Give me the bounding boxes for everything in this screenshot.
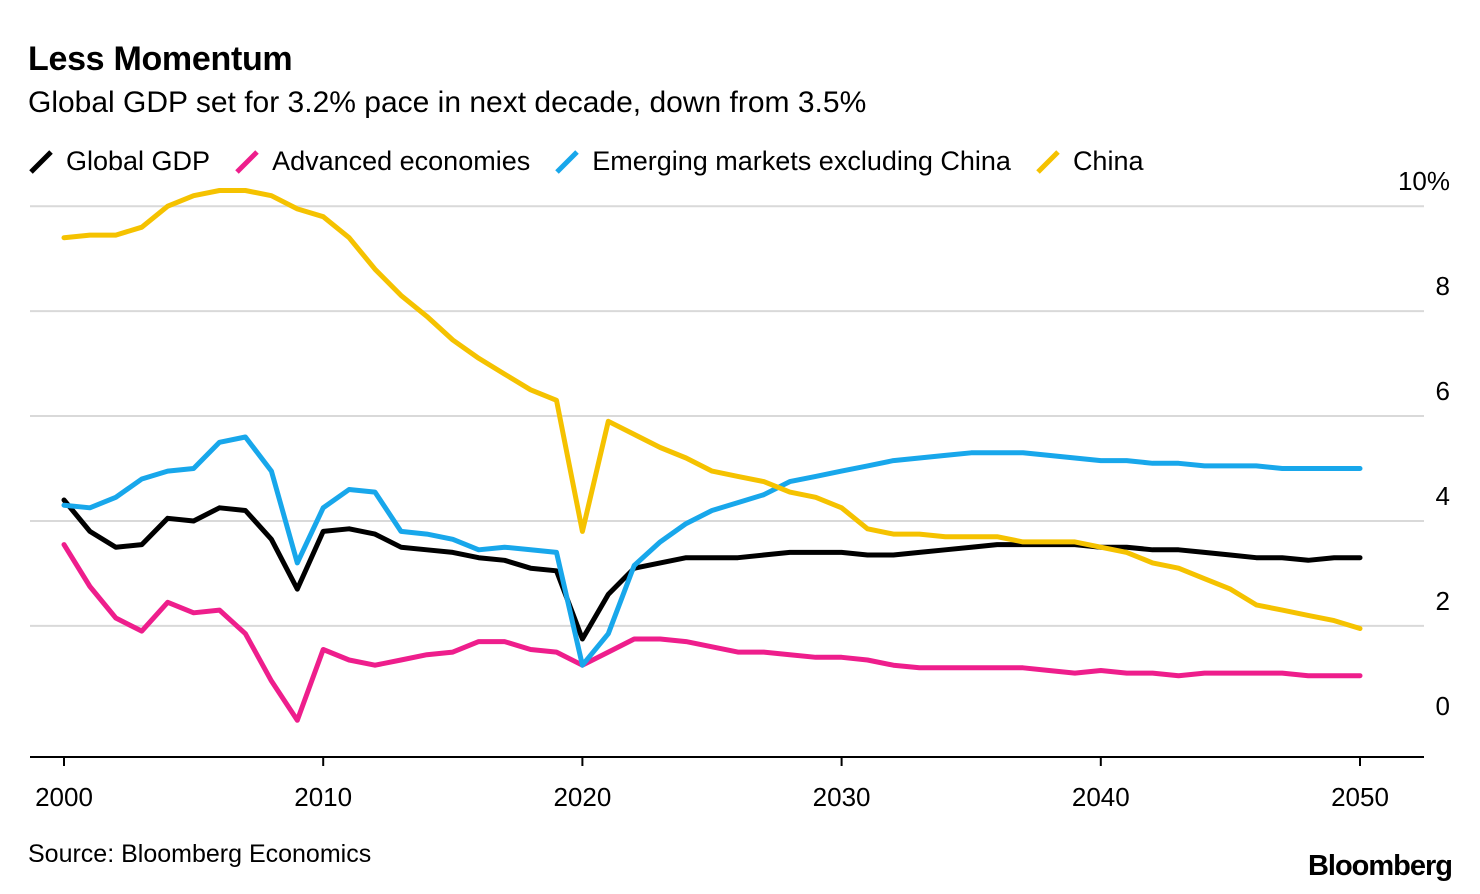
axes (30, 756, 1424, 766)
chart-subtitle: Global GDP set for 3.2% pace in next dec… (28, 86, 867, 119)
legend-item-china: China (1035, 146, 1144, 177)
x-tick-label-2000: 2000 (35, 782, 93, 812)
y-tick-label-0: 0 (1436, 691, 1450, 721)
bloomberg-logo: Bloomberg (1307, 850, 1453, 882)
legend-label-advanced-economies: Advanced economies (272, 146, 531, 176)
legend-label-global-gdp: Global GDP (66, 146, 211, 176)
legend-item-global-gdp: Global GDP (28, 146, 210, 177)
x-tick-label-2040: 2040 (1072, 782, 1130, 812)
series-line-advanced-economies (61, 542, 1363, 723)
chart-title: Less Momentum (28, 40, 293, 78)
series-line-emerging-markets-excluding-china (61, 434, 1363, 668)
tick-labels: 0 2 4 6 8 10% 2000 2010 2020 2030 2040 2050 (35, 166, 1450, 812)
legend-label-emerging-markets: Emerging markets excluding China (592, 146, 1011, 176)
legend-swatch-global-gdp (29, 149, 53, 174)
series-lines (61, 188, 1363, 723)
legend-swatch-advanced-economies (235, 149, 259, 174)
series-line-china (61, 188, 1363, 631)
x-tick-label-2020: 2020 (553, 782, 611, 812)
y-tick-label-10: 10% (1398, 166, 1450, 196)
y-tick-label-2: 2 (1436, 586, 1450, 616)
gridlines (30, 205, 1424, 627)
source-note: Source: Bloomberg Economics (28, 840, 372, 868)
y-tick-label-6: 6 (1436, 376, 1450, 406)
y-tick-label-4: 4 (1436, 481, 1450, 511)
legend-label-china: China (1072, 146, 1144, 176)
legend: Global GDP Advanced economies Emerging m… (28, 146, 1167, 177)
x-tick-label-2030: 2030 (813, 782, 871, 812)
legend-item-emerging-markets: Emerging markets excluding China (554, 146, 1011, 177)
legend-swatch-china (1036, 149, 1060, 174)
legend-swatch-emerging-markets (555, 149, 580, 174)
y-tick-label-8: 8 (1436, 271, 1450, 301)
legend-item-advanced-economies: Advanced economies (234, 146, 530, 177)
x-tick-label-2010: 2010 (294, 782, 352, 812)
series-line-global-gdp (61, 497, 1363, 642)
x-tick-label-2050: 2050 (1331, 782, 1389, 812)
